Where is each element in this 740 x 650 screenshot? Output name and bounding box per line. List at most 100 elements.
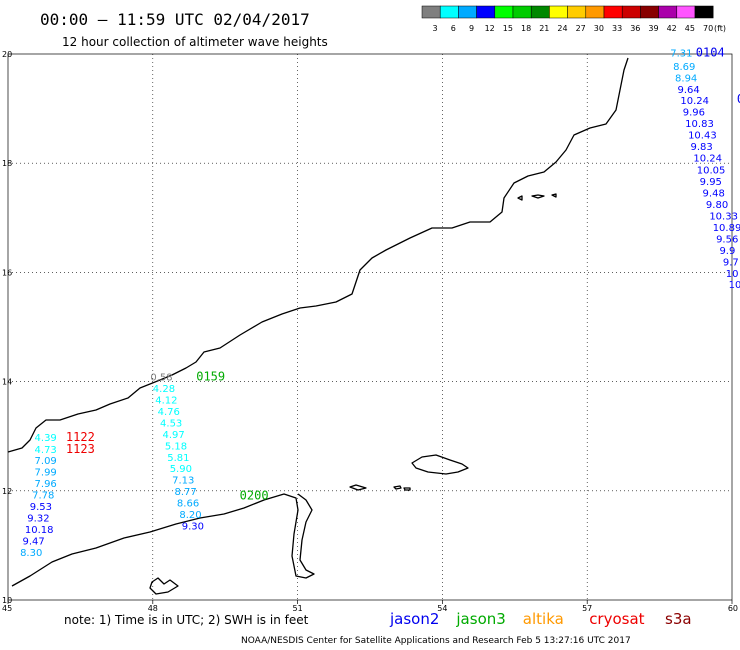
wave-height-value: 10.05 [697,166,726,177]
wave-height-value: 5.90 [170,464,192,475]
x-tick-label: 48 [148,604,158,613]
legend-label: 6 [451,24,456,33]
x-tick-label: 45 [2,604,12,613]
coastline [7,57,629,595]
legend-swatch [421,5,441,19]
wave-height-value: 10.89 [713,223,740,234]
legend-label: 24 [557,24,567,33]
altimeter-tracks: 7.318.698.949.6410.249.9610.8310.439.831… [20,46,740,559]
y-tick-label: 10 [2,596,12,605]
wave-height-value: 9.56 [716,234,738,245]
wave-height-value: 7.78 [32,490,54,501]
footer-credit: NOAA/NESDIS Center for Satellite Applica… [241,636,631,646]
wave-height-value: 4.53 [160,418,182,429]
wave-height-value: 9.7 [723,257,739,268]
somali-coastline [11,493,315,587]
mainland-fragment [149,577,179,595]
y-tick-label: 14 [2,378,12,387]
track-jason2: 7.318.698.949.6410.249.9610.8310.439.831… [670,46,740,292]
pass-time-label: 1123 [66,442,95,456]
legend-swatch [512,5,532,19]
wave-height-value: 9.32 [27,513,49,524]
legend-swatch [676,5,696,19]
satellite-label-altika: altika [523,610,564,628]
wave-height-value: 10.33 [709,211,738,222]
y-tick-label: 20 [2,50,12,59]
pass-time-label: 0104 [696,46,725,60]
wave-height-value: 4.97 [162,430,184,441]
track-cryosat: 4.394.737.097.997.967.789.539.3210.189.4… [20,430,95,559]
color-legend: 3 6 9 12 15 18 21 24 27 30 33 36 39 42 45 70 [421,5,714,33]
legend-swatch [567,5,587,19]
legend-label: 42 [667,24,677,33]
legend-label: 30 [594,24,604,33]
pass-time-label: 0159 [196,370,225,384]
wave-height-value: 5.18 [165,441,187,452]
grid-lines [8,54,732,600]
satellite-legend: jason2 jason3 altika cryosat s3a [389,610,692,628]
legend-swatch [621,5,641,19]
legend-label: 33 [612,24,622,33]
legend-swatch [658,5,678,19]
satellite-label-jason2: jason2 [389,610,439,628]
x-tick-label: 60 [728,604,738,613]
wave-height-value: 9.48 [703,189,725,200]
y-tick-label: 18 [2,159,12,168]
x-tick-label: 54 [437,604,447,613]
wave-height-value: 9.95 [700,177,722,188]
wave-height-value: 4.73 [35,445,57,456]
legend-label: 36 [630,24,640,33]
map-plot-area: 7.318.698.949.6410.249.9610.8310.439.831… [7,46,740,601]
small-island-3 [403,487,411,491]
legend-label: 15 [503,24,513,33]
footer-note: note: 1) Time is in UTC; 2) SWH is in fe… [64,613,309,627]
wave-height-value: 8.94 [675,73,697,84]
y-tick-label: 12 [2,487,12,496]
small-island-2 [393,485,402,490]
x-tick-label: 51 [293,604,303,613]
wave-height-value: 7.09 [35,456,57,467]
pass-time-label: 0200 [240,489,269,503]
wave-height-value: 4.39 [35,433,57,444]
plot-frame [7,53,733,601]
legend-swatch [549,5,568,19]
track-jason3: 0.584.284.124.764.534.975.185.815.907.13… [150,370,268,533]
wave-height-value: 10.83 [685,119,714,130]
legend-label: 45 [685,24,695,33]
wave-height-value: 4.28 [153,384,175,395]
wave-height-value: 9.96 [683,108,705,119]
legend-swatch [585,5,605,19]
chart-title: 00:00 – 11:59 UTC 02/04/2017 [40,10,310,29]
wave-height-value: 8.69 [673,62,695,73]
wave-height-value: 9.30 [182,522,204,533]
wave-height-value: 7.31 [670,49,692,60]
small-island-6 [551,193,557,198]
wave-height-value: 8.66 [177,499,199,510]
satellite-label-jason3: jason3 [455,610,505,628]
wave-height-value: 0.58 [150,373,172,384]
wave-height-value: 9.80 [706,200,728,211]
wave-height-value: 9.47 [22,536,44,547]
legend-label: 9 [469,24,474,33]
wave-height-value: 7.13 [172,476,194,487]
wave-height-value: 10 [729,280,740,291]
wave-height-value: 7.96 [35,479,57,490]
wave-height-value: 10.43 [688,131,717,142]
wave-height-value: 10 [726,269,739,280]
small-island-1 [349,484,367,491]
wave-height-value: 4.12 [155,395,177,406]
satellite-label-s3a: s3a [665,610,692,628]
wave-height-value: 10.18 [25,525,54,536]
wave-height-value: 4.76 [158,407,180,418]
arabian-coastline [7,57,629,453]
pass-time-label: 1122 [66,430,95,444]
legend-swatch [494,5,514,19]
legend-label: 18 [521,24,531,33]
x-tick-label: 57 [582,604,592,613]
wave-height-value: 5.81 [167,453,189,464]
legend-label: 3 [433,24,438,33]
legend-swatch [530,5,550,19]
wave-height-value: 9.9 [719,246,735,257]
wave-height-value: 10.24 [680,96,709,107]
